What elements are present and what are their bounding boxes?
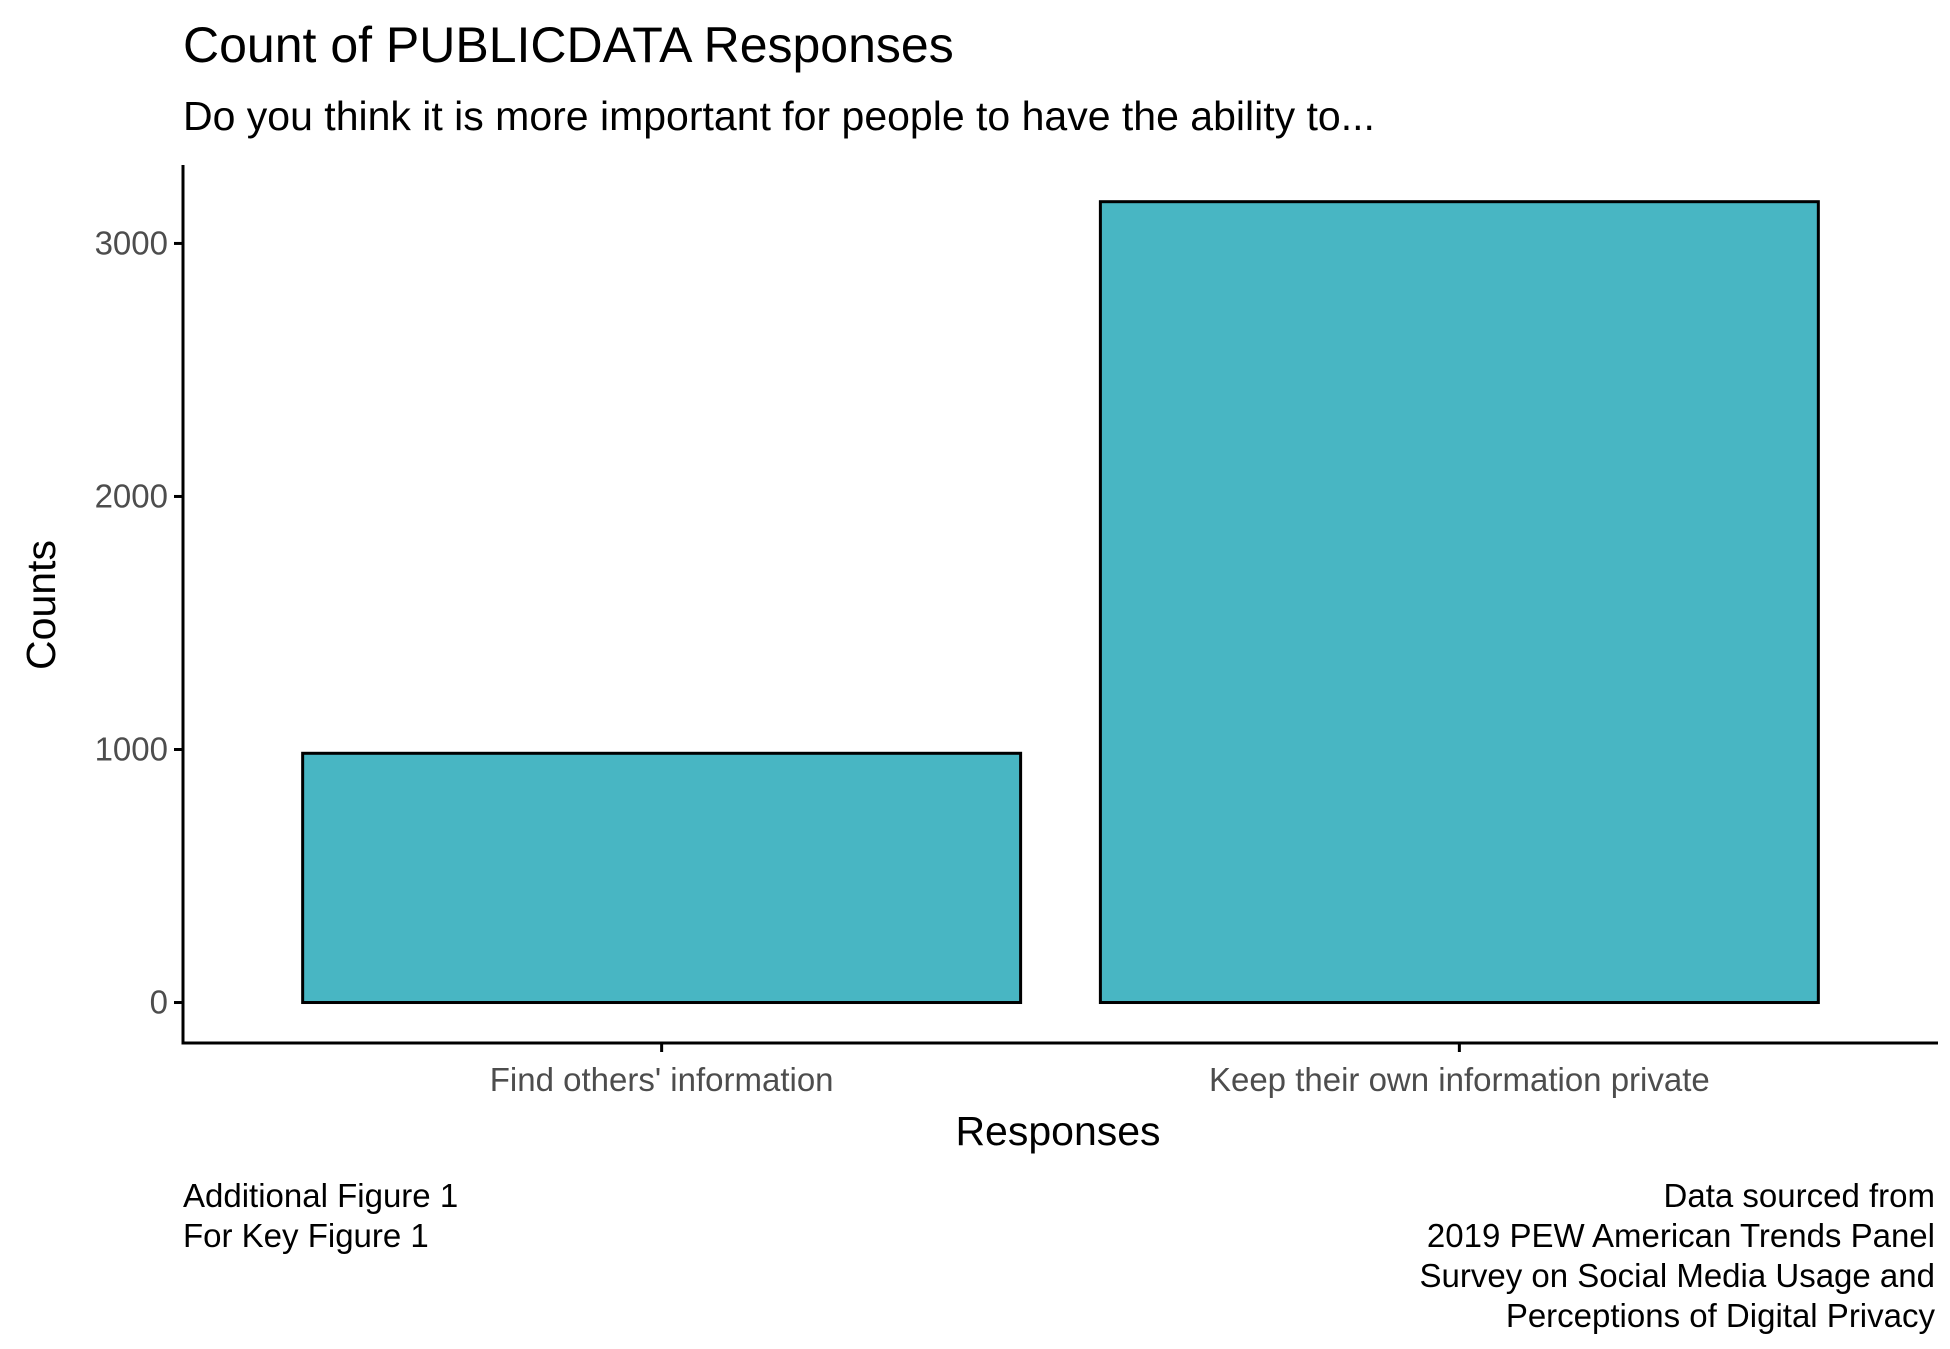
bar-2 [1098, 200, 1820, 1005]
caption-right-line: Data sourced from [1664, 1177, 1935, 1214]
x-tick-label: Find others' information [490, 1061, 834, 1098]
caption-right-line: Perceptions of Digital Privacy [1506, 1297, 1936, 1334]
caption-right-line: 2019 PEW American Trends Panel [1427, 1217, 1935, 1254]
caption-right-line: Survey on Social Media Usage and [1420, 1257, 1935, 1294]
chart-subtitle: Do you think it is more important for pe… [183, 93, 1375, 139]
y-tick-label: 1000 [95, 730, 168, 767]
x-tick-label: Keep their own information private [1209, 1061, 1710, 1098]
y-tick-label: 0 [150, 984, 168, 1021]
y-axis-ticks: 0 1000 2000 3000 [95, 224, 183, 1021]
bars-layer [301, 200, 1820, 1005]
caption-left-line: For Key Figure 1 [183, 1217, 429, 1254]
y-axis-title: Counts [18, 540, 64, 670]
bar-1 [301, 751, 1023, 1005]
chart-title: Count of PUBLICDATA Responses [183, 17, 954, 73]
x-axis-title: Responses [955, 1108, 1160, 1154]
y-tick-label: 2000 [95, 477, 168, 514]
x-axis-ticks: Find others' information Keep their own i… [490, 1043, 1710, 1098]
y-tick-label: 3000 [95, 224, 168, 261]
caption-left-line: Additional Figure 1 [183, 1177, 458, 1214]
